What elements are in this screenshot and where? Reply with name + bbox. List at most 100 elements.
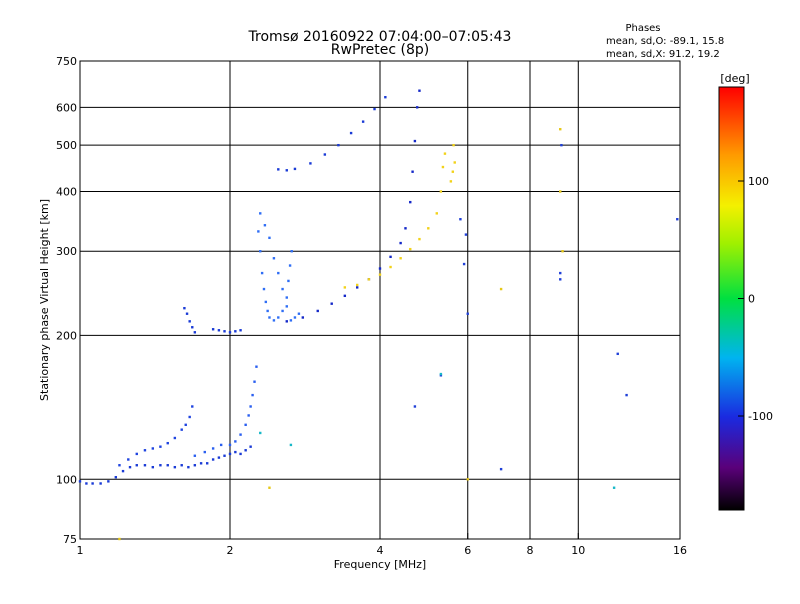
echo-point [453,161,456,164]
echo-point [373,107,376,111]
echo-point [277,316,280,319]
echo-point [281,287,284,291]
x-axis-ticks: 1 2 4 6 8 10 16 [77,533,687,557]
echo-point [404,227,407,230]
chart-subtitle: RwPretec (8p) [331,42,429,58]
echo-point [367,278,371,281]
echo-point [264,300,268,304]
echo-point [272,257,276,260]
echo-point [91,482,94,485]
colorbar-ticks: 100 0 -100 [738,175,773,423]
echo-point [462,262,466,266]
echo-point [399,257,402,260]
echo-point [205,462,209,465]
echo-point [277,271,280,275]
echo-point [253,380,256,383]
echo-point [244,423,247,427]
echo-point [316,309,319,313]
echo-point [114,476,118,479]
y-tick-label: 200 [56,329,77,342]
colorbar-tick-label: -100 [748,410,773,423]
echo-point [183,306,186,310]
echo-point [355,283,359,287]
echo-point [159,445,162,448]
echo-point [259,250,262,253]
echo-point [251,393,254,397]
echo-point [217,329,221,332]
x-tick-label: 2 [227,544,234,557]
echo-point [413,139,417,143]
echo-point [288,264,292,267]
echo-point [441,165,445,169]
echo-point [389,255,392,259]
echo-point [559,190,562,193]
echo-point [223,454,226,457]
colorbar-tick-label: 0 [748,293,755,306]
y-tick-label: 750 [56,55,77,68]
echo-point [337,143,340,147]
echo-point [259,431,262,435]
echo-point [323,153,327,156]
echo-point [187,465,190,469]
echo-point [289,443,293,447]
echo-point [151,465,155,469]
echo-point [203,450,206,454]
echo-point [272,319,276,322]
echo-point [199,462,203,465]
echo-point [409,200,412,204]
echo-point [234,440,237,443]
echo-point [411,170,414,173]
echo-point [343,294,347,298]
echo-point [217,456,221,459]
echo-point [257,230,260,233]
y-tick-label: 400 [56,185,77,198]
y-tick-label: 500 [56,139,77,152]
echo-point [191,405,194,408]
echo-point [268,236,271,240]
echo-point [625,393,628,397]
y-tick-label: 100 [56,473,77,486]
echo-point [234,330,237,333]
echo-point [559,278,562,281]
echo-point [378,273,382,276]
echo-point [285,320,288,323]
echo-point [301,316,305,319]
echo-point [99,482,102,485]
echo-point [293,167,297,171]
colorbar-tick-label: 100 [748,175,769,188]
echo-point [159,464,162,467]
echo-point [439,190,443,193]
echo-point [228,331,232,334]
echo-point [268,486,271,489]
echo-point [439,374,443,377]
echo-point [249,405,252,408]
echo-point [127,458,130,461]
echo-point [355,286,359,289]
echo-point [188,320,191,323]
stats-o-line: mean, sd,O: -89.1, 15.8 [606,36,724,47]
echo-point [118,464,121,467]
echo-point [459,218,462,221]
grid-lines [80,61,680,539]
echo-point [211,447,215,450]
echo-point [439,372,443,376]
echo-point [255,365,258,368]
echo-point [499,287,503,291]
echo-point [239,433,242,436]
echo-point [135,464,138,467]
echo-point [378,267,382,270]
x-tick-label: 8 [527,544,534,557]
echo-point [435,212,438,215]
echo-point [234,450,237,454]
echo-point [143,449,147,452]
echo-point [466,478,469,481]
echo-point [211,458,215,461]
echo-point [228,443,232,447]
echo-point [228,452,232,456]
echo-point [135,452,138,456]
x-tick-label: 16 [673,544,687,557]
echo-point [166,441,169,445]
x-tick-label: 1 [77,544,84,557]
